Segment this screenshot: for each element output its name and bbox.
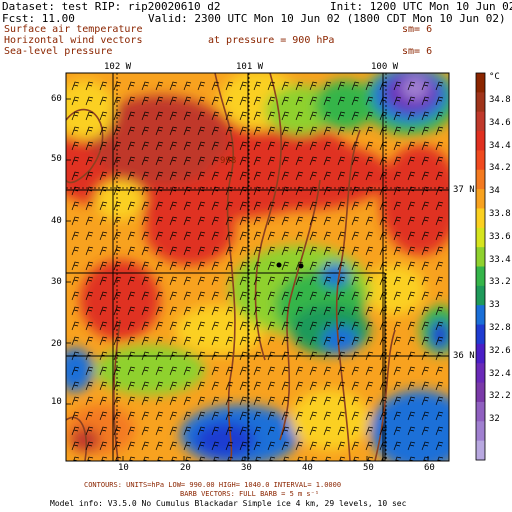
colorbar-swatch: [476, 324, 485, 345]
y-tick: 30: [51, 277, 62, 287]
model-info: Model info: V3.5.0 No Cumulus Blackadar …: [50, 499, 407, 508]
colorbar-label: 33: [489, 300, 500, 311]
colorbar-label: 33.2: [489, 277, 511, 288]
colorbar-label: 32.8: [489, 323, 511, 333]
colorbar-swatch: [476, 266, 485, 287]
station-dot: [298, 263, 304, 269]
colorbar-swatch: [476, 111, 485, 132]
init-line: Init: 1200 UTC Mon 10 Jun 02: [330, 0, 512, 13]
colorbar-label: 33.4: [489, 254, 511, 265]
colorbar: [476, 73, 485, 461]
barb-info: BARB VECTORS: FULL BARB = 5 m s⁻¹: [180, 490, 320, 498]
colorbar-swatch: [476, 169, 485, 190]
y-tick: 50: [51, 154, 62, 164]
colorbar-label: 33.6: [489, 231, 511, 242]
colorbar-label: 32.6: [489, 345, 511, 356]
colorbar-swatch: [476, 421, 485, 442]
lat-label: 36 N: [453, 351, 475, 361]
colorbar-swatch: [476, 92, 485, 113]
colorbar-label: 34.6: [489, 117, 511, 128]
dataset-line: Dataset: test RIP: rip20020610 d2: [2, 0, 221, 13]
plot-frame: [65, 72, 450, 462]
colorbar-swatch: [476, 401, 485, 422]
field-wind: Horizontal wind vectors: [4, 35, 143, 46]
field-temperature: Surface air temperature: [4, 24, 143, 35]
colorbar-unit: °C: [489, 72, 500, 82]
y-tick: 20: [51, 339, 62, 349]
field-slp: Sea-level pressure: [4, 46, 113, 57]
colorbar-label: 34.8: [489, 95, 511, 105]
colorbar-swatch: [476, 382, 485, 403]
colorbar-swatch: [476, 189, 485, 209]
colorbar-swatch: [476, 305, 485, 326]
valid-line: Valid: 2300 UTC Mon 10 Jun 02 (1800 CDT …: [148, 12, 506, 25]
colorbar-label: 32: [489, 414, 500, 425]
lon-label: 102 W: [104, 62, 132, 72]
colorbar-label: 33.8: [489, 209, 511, 219]
station-dot: [276, 262, 282, 268]
colorbar-swatch: [476, 285, 485, 306]
field-temperature-sm: sm= 6: [402, 24, 433, 35]
fcst-line: Fcst: 11.00: [2, 12, 75, 25]
y-tick: 60: [51, 94, 62, 104]
x-tick: 60: [424, 463, 435, 473]
colorbar-swatch: [476, 343, 485, 364]
lon-label: 100 W: [371, 62, 399, 72]
field-slp-sm: sm= 6: [402, 46, 433, 57]
colorbar-swatch: [476, 247, 485, 267]
wind-barbs: [71, 81, 444, 461]
x-tick: 10: [118, 463, 129, 473]
x-tick: 20: [180, 463, 191, 473]
colorbar-label: 34: [489, 186, 500, 197]
colorbar-swatch: [476, 73, 485, 93]
colorbar-label: 34.4: [489, 140, 511, 151]
field-pressure-level: at pressure = 900 hPa: [208, 35, 335, 46]
colorbar-label: 32.4: [489, 368, 511, 379]
colorbar-swatch: [476, 208, 485, 229]
lat-label: 37 N: [453, 185, 475, 195]
colorbar-swatch: [476, 440, 485, 461]
x-tick: 40: [302, 463, 313, 473]
colorbar-swatch: [476, 131, 485, 151]
colorbar-label: 34.2: [489, 163, 511, 174]
contours-info: CONTOURS: UNITS=hPa LOW= 990.00 HIGH= 10…: [84, 481, 342, 489]
x-tick: 50: [363, 463, 374, 473]
colorbar-swatch: [476, 150, 485, 171]
y-tick: 10: [51, 397, 62, 407]
isobar-label: 998: [220, 156, 236, 166]
temperature-field: 998: [66, 73, 449, 461]
isobar-contours: [66, 73, 396, 461]
x-tick: 30: [241, 463, 252, 473]
colorbar-swatch: [476, 363, 485, 384]
y-tick: 40: [51, 216, 62, 226]
lon-label: 101 W: [236, 62, 264, 72]
colorbar-label: 32.2: [489, 391, 511, 402]
colorbar-swatch: [476, 227, 485, 248]
